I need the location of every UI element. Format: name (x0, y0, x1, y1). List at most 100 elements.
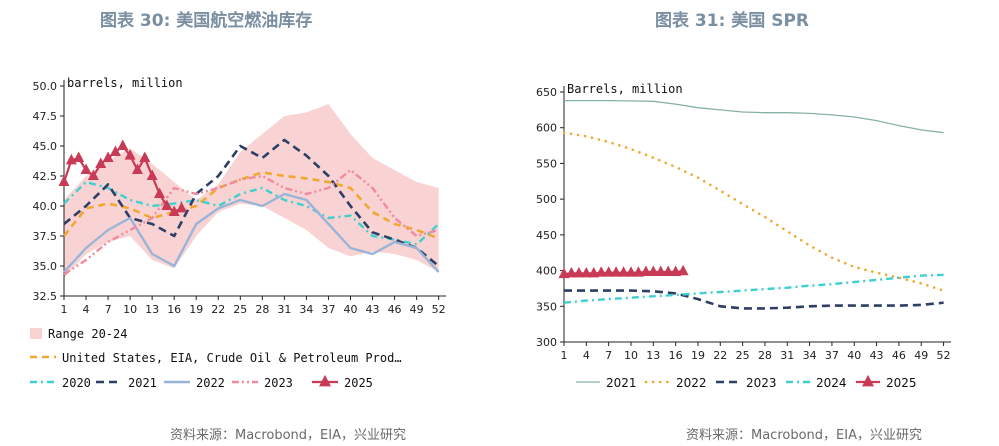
triangle-marker (580, 266, 592, 278)
legend-item: 2025 (856, 374, 917, 390)
triangle-marker (168, 205, 180, 216)
x-tick-label: 43 (870, 349, 884, 362)
series-jet-2022 (63, 192, 440, 273)
series-jet-united-states-eia-crude-oil-petroleum-prod- (62, 171, 440, 240)
triangle-marker (131, 163, 143, 174)
legend-item: 2021 (96, 376, 157, 390)
x-tick-label: 25 (736, 349, 750, 362)
y-tick-label: 35.0 (33, 260, 58, 273)
legend-swatch (30, 328, 42, 339)
y-tick-label: 42.5 (33, 170, 58, 183)
series-line (564, 289, 944, 310)
x-tick-label: 40 (344, 303, 358, 316)
legend-label: 2025 (344, 376, 373, 390)
x-tick-label: 7 (105, 303, 112, 316)
triangle-marker (632, 266, 644, 277)
x-tick-label: 49 (914, 349, 928, 362)
series-spr-2025 (558, 264, 689, 279)
x-tick-label: 13 (646, 349, 660, 362)
triangle-marker (655, 265, 667, 276)
series-jet-2023 (63, 168, 440, 276)
legend-label: 2021 (606, 376, 637, 390)
legend: Range 20-24 United States, EIA, Crude Oil… (30, 327, 402, 390)
x-tick-label: 25 (233, 303, 247, 316)
x-tick-label: 34 (803, 349, 817, 362)
triangle-marker (647, 265, 659, 276)
y-tick-label: 32.5 (33, 290, 58, 303)
legend-item: 2023 (716, 376, 777, 390)
x-tick-label: 46 (388, 303, 402, 316)
y-tick-label: 40.0 (33, 200, 58, 213)
triangle-marker (618, 266, 630, 277)
triangle-marker (640, 265, 652, 276)
legend: 2021 2022 2023 2024 2025 (576, 374, 917, 390)
legend-item: 2020 (30, 376, 91, 390)
x-tick-label: 43 (366, 303, 380, 316)
y-tick-label: 50.0 (33, 80, 58, 93)
series-spr-2021 (564, 99, 944, 134)
x-tick-label: 1 (561, 349, 568, 362)
legend-label: Range 20-24 (48, 327, 127, 341)
y-tick-label: 350 (536, 300, 557, 313)
jet-fuel-chart: 32.5 35.0 37.5 40.0 42.5 45.0 47.5 50.0 1 4 7 10 13 1… (30, 76, 446, 390)
chart-title-spr: 图表 31: 美国 SPR (655, 11, 810, 31)
y-tick-label: 600 (536, 122, 557, 135)
triangle-marker (117, 139, 129, 150)
series-line (564, 99, 944, 134)
series-spr-2023 (564, 289, 944, 310)
triangle-marker (176, 201, 188, 213)
y-tick-label: 400 (536, 265, 557, 278)
triangle-marker (87, 169, 99, 180)
x-tick-label: 52 (937, 349, 951, 362)
legend-item: 2024 (786, 376, 847, 390)
triangle-marker (109, 145, 121, 156)
legend-label: 2025 (886, 376, 917, 390)
triangle-marker (124, 149, 136, 160)
x-tick-label: 37 (321, 303, 335, 316)
series-spr-2022 (562, 131, 945, 292)
source-note-left: 资料来源：Macrobond，EIA，兴业研究 (170, 428, 406, 443)
legend-label: 2022 (196, 376, 225, 390)
legend-label: 2020 (62, 376, 91, 390)
series-line (63, 138, 440, 268)
x-tick-label: 19 (691, 349, 705, 362)
spr-chart: 300 350 400 450 500 550 600 650 1 4 7 10 13 16 19 22 25 2… (536, 82, 951, 390)
y-tick-label: 500 (536, 193, 557, 206)
series-line (562, 131, 945, 292)
x-tick-label: 28 (758, 349, 772, 362)
triangle-marker (95, 157, 107, 168)
triangle-marker (58, 175, 70, 186)
series-spr-2024 (563, 273, 944, 304)
series-line (62, 171, 440, 240)
legend-item: United States, EIA, Crude Oil & Petroleu… (30, 351, 402, 365)
triangle-marker (161, 199, 173, 210)
series-line (63, 192, 440, 273)
y-tick-label: 650 (536, 86, 557, 99)
x-tick-label: 19 (189, 303, 203, 316)
axis-unit-label: Barrels, million (567, 82, 683, 96)
x-tick-label: 46 (892, 349, 906, 362)
x-tick-label: 4 (83, 303, 90, 316)
series-line (63, 180, 440, 246)
y-tick-label: 300 (536, 336, 557, 349)
series-line (63, 168, 440, 276)
legend-triangle (862, 374, 874, 387)
triangle-marker (610, 266, 622, 277)
x-tick-label: 28 (255, 303, 269, 316)
triangle-marker (670, 265, 682, 276)
axis-unit-label: barrels, million (67, 76, 183, 90)
series-jet-2020 (63, 180, 440, 246)
chart-title-jet-fuel: 图表 30: 美国航空燃油库存 (100, 11, 313, 31)
x-tick-label: 31 (780, 349, 794, 362)
triangle-marker (73, 151, 85, 162)
triangle-marker (146, 169, 158, 180)
triangle-marker (80, 163, 92, 174)
legend-item: Range 20-24 (30, 327, 127, 341)
triangle-marker (154, 187, 165, 198)
series-line (563, 273, 944, 304)
x-tick-label: 52 (432, 303, 446, 316)
x-tick-label: 34 (299, 303, 313, 316)
legend-label: 2023 (746, 376, 777, 390)
triangle-marker (595, 266, 607, 277)
series-jet-2025 (58, 139, 188, 216)
